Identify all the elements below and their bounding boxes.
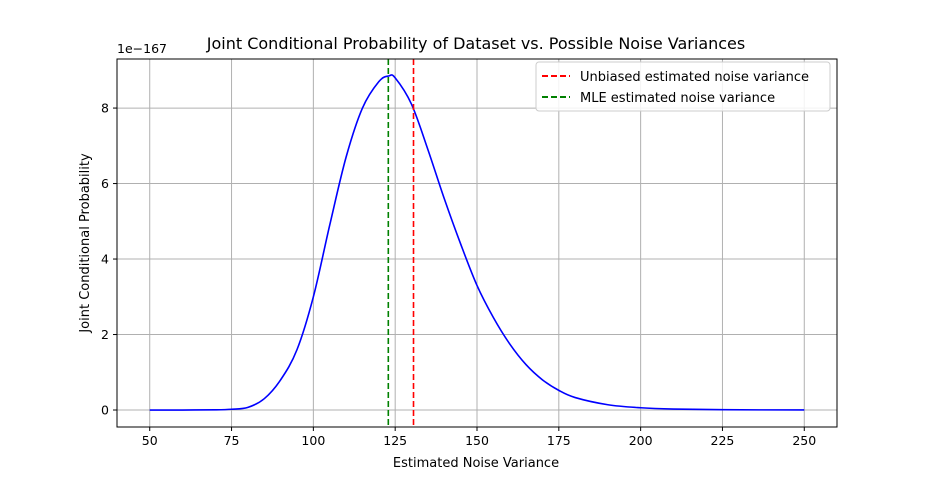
legend: Unbiased estimated noise variance MLE es… xyxy=(535,61,831,112)
grid xyxy=(117,59,837,427)
x-tick-label: 150 xyxy=(465,433,489,448)
series-layer xyxy=(149,74,805,411)
x-tick-label: 175 xyxy=(547,433,571,448)
chart-title: Joint Conditional Probability of Dataset… xyxy=(206,34,745,53)
y-tick-label: 4 xyxy=(101,252,109,267)
x-tick-label: 250 xyxy=(792,433,816,448)
reference-lines xyxy=(387,59,415,427)
y-tick-label: 6 xyxy=(101,176,109,191)
x-tick-label: 200 xyxy=(629,433,653,448)
y-tick-label: 0 xyxy=(101,403,109,418)
y-axis-label: Joint Conditional Probability xyxy=(78,153,93,334)
x-tick-label: 50 xyxy=(142,433,158,448)
x-axis-label: Estimated Noise Variance xyxy=(393,456,559,471)
legend-label-mle: MLE estimated noise variance xyxy=(580,91,775,106)
x-tick-label: 225 xyxy=(711,433,735,448)
legend-label-unbiased: Unbiased estimated noise variance xyxy=(580,70,809,85)
legend-box xyxy=(535,61,831,112)
x-axis-ticks: 50 75 100 125 150 175 200 225 250 xyxy=(142,427,816,448)
series-line-0 xyxy=(149,74,805,411)
x-tick-label: 100 xyxy=(301,433,325,448)
y-tick-label: 8 xyxy=(101,101,109,116)
y-axis-ticks: 0 2 4 6 8 xyxy=(101,101,117,418)
x-tick-label: 75 xyxy=(224,433,240,448)
y-tick-label: 2 xyxy=(101,327,109,342)
y-offset-label: 1e−167 xyxy=(117,41,167,56)
x-tick-label: 125 xyxy=(383,433,407,448)
